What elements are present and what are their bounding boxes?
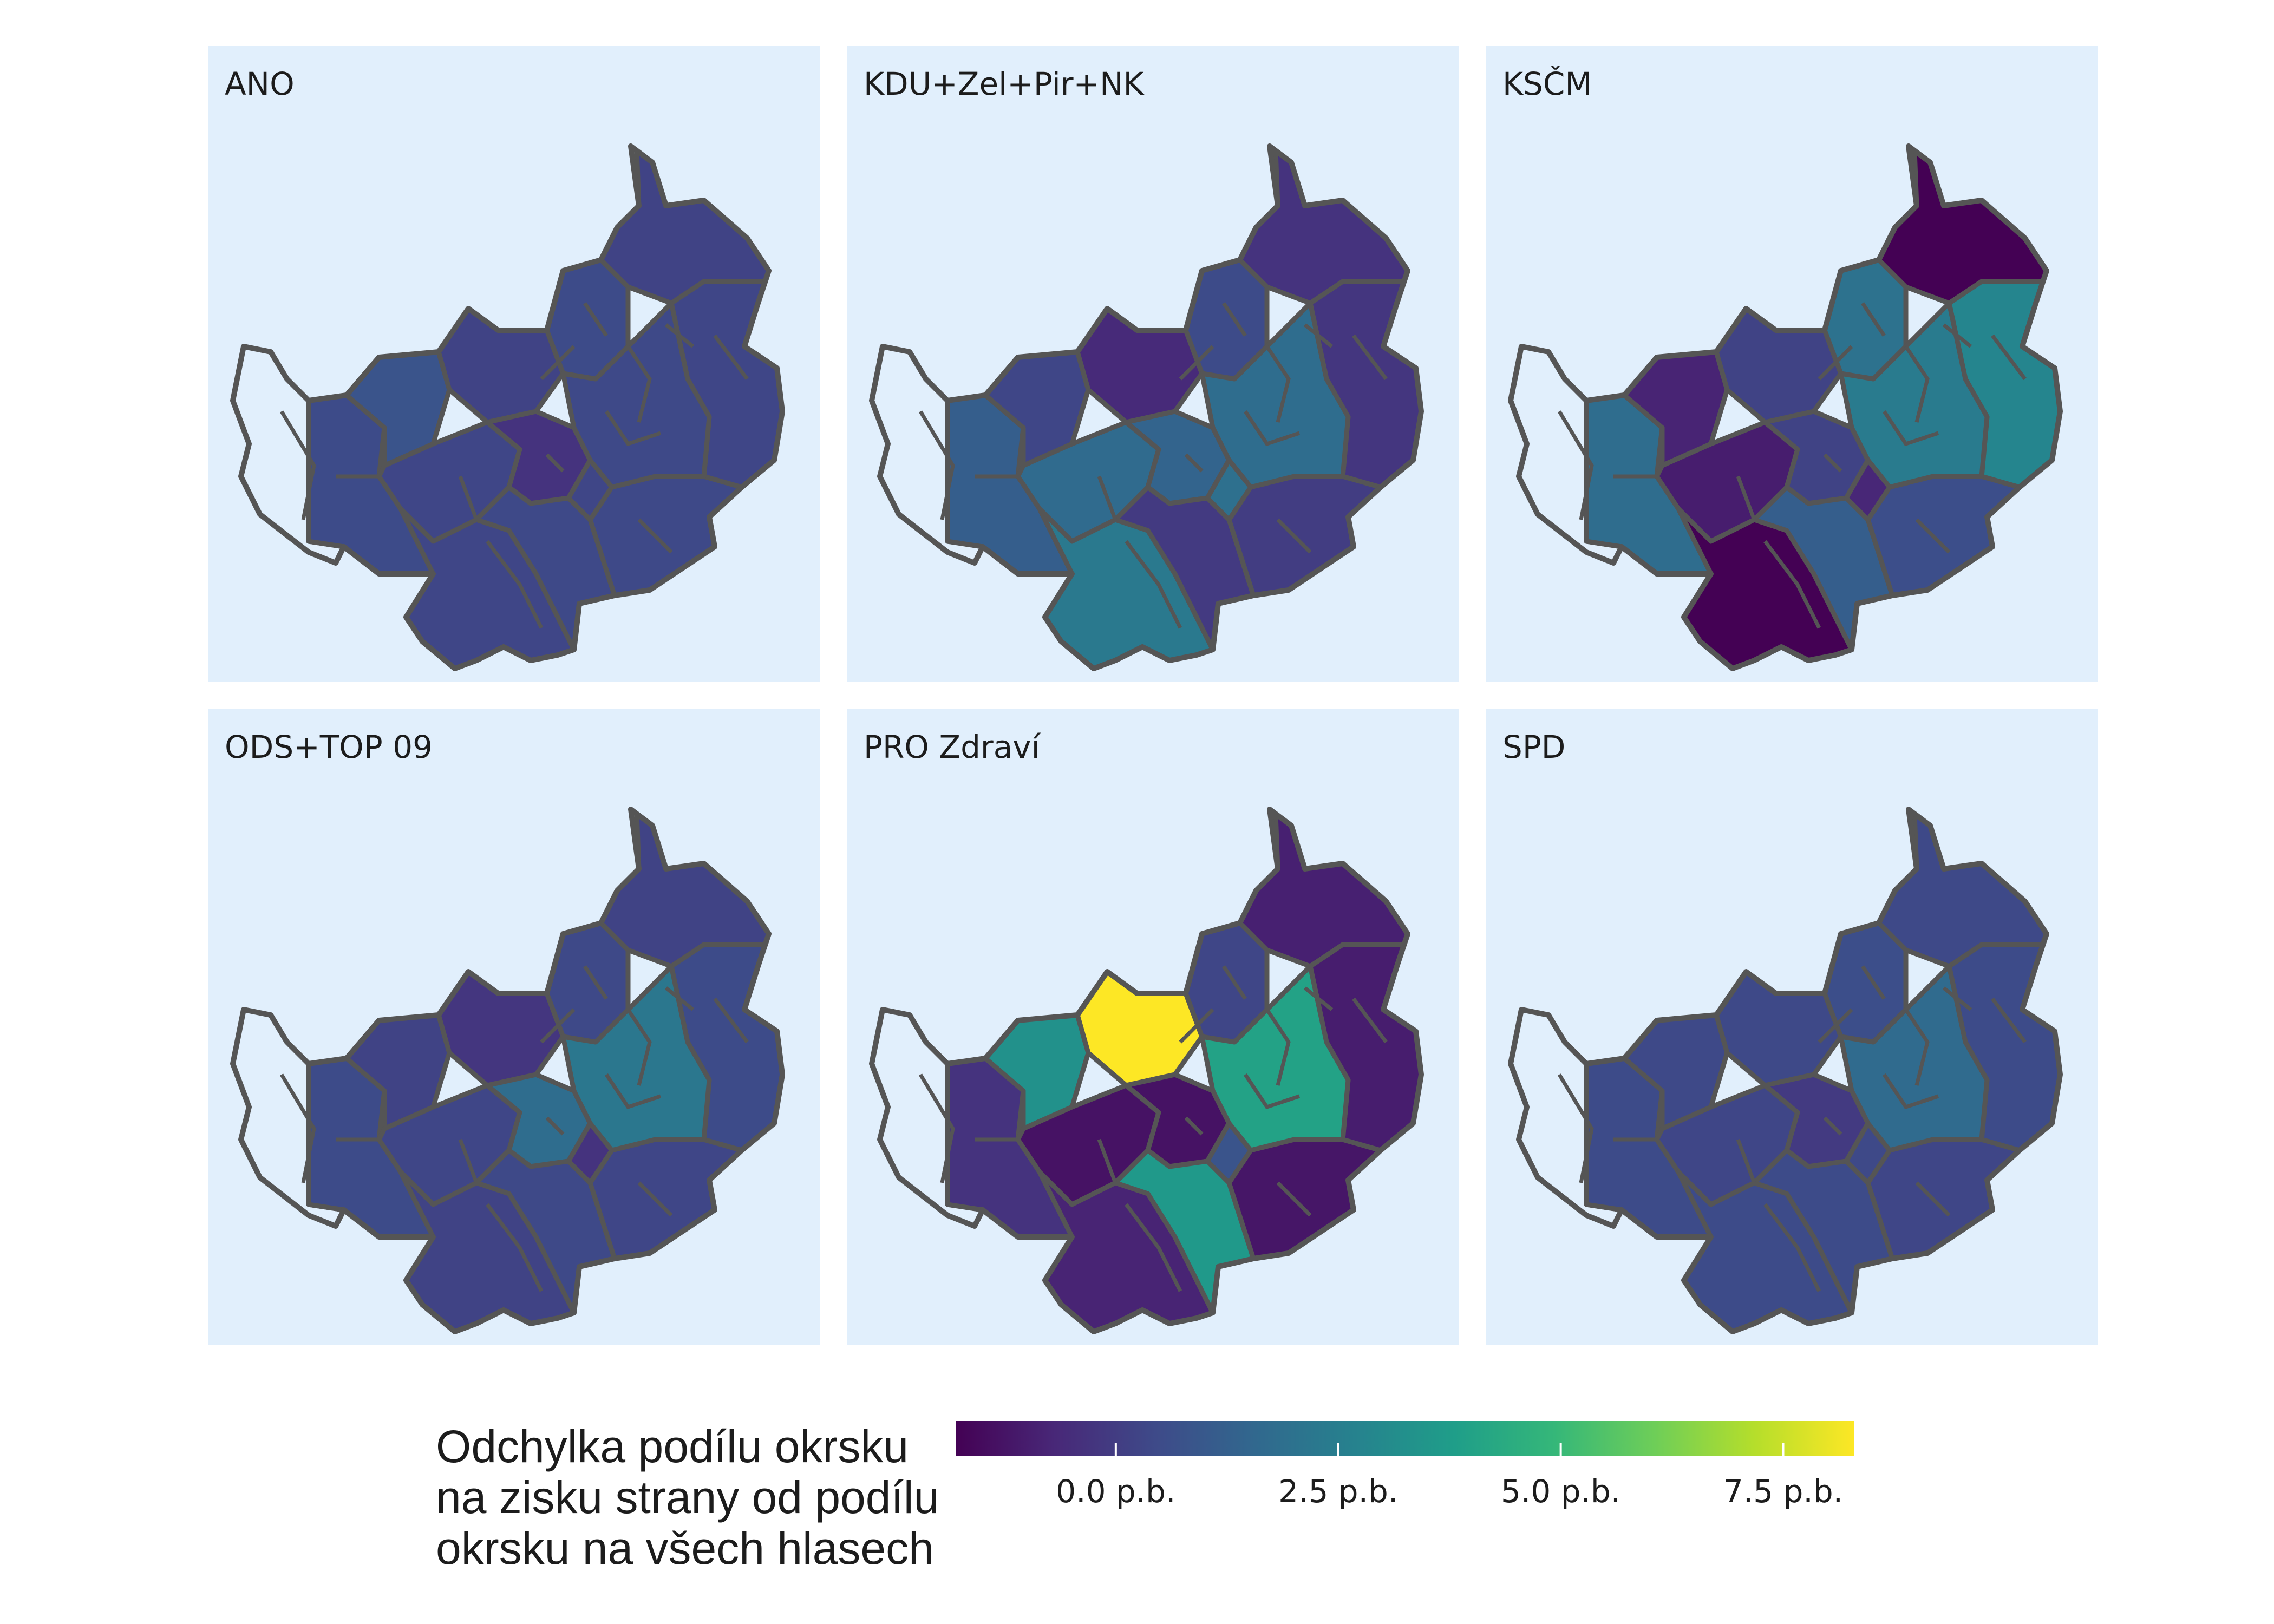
colorbar — [956, 1421, 1854, 1456]
legend-title-line-1: Odchylka podílu okrsku — [436, 1421, 956, 1472]
panel-title: ODS+TOP 09 — [225, 729, 433, 765]
panel-title: SPD — [1502, 729, 1565, 765]
color-legend: 0.0 p.b. 2.5 p.b. 5.0 p.b. 7.5 p.b. — [956, 1421, 1854, 1510]
district-northeast — [1949, 281, 2274, 487]
legend-title-line-2: na zisku strany od podílu — [436, 1472, 956, 1523]
legend-title: Odchylka podílu okrsku na zisku strany o… — [436, 1421, 956, 1574]
colorbar-tick-label: 5.0 p.b. — [1501, 1473, 1620, 1510]
panel-title: PRO Zdraví — [864, 729, 1041, 765]
colorbar-tick-label: 2.5 p.b. — [1278, 1473, 1398, 1510]
colorbar-tick-label: 0.0 p.b. — [1056, 1473, 1175, 1510]
district-northeast — [1949, 945, 2274, 1150]
panel-title: ANO — [225, 66, 295, 102]
colorbar-tick-label: 7.5 p.b. — [1723, 1473, 1843, 1510]
panel-title: KSČM — [1502, 65, 1592, 102]
legend-title-line-3: okrsku na všech hlasech — [436, 1523, 956, 1574]
panel-title: KDU+Zel+Pir+NK — [864, 66, 1145, 102]
